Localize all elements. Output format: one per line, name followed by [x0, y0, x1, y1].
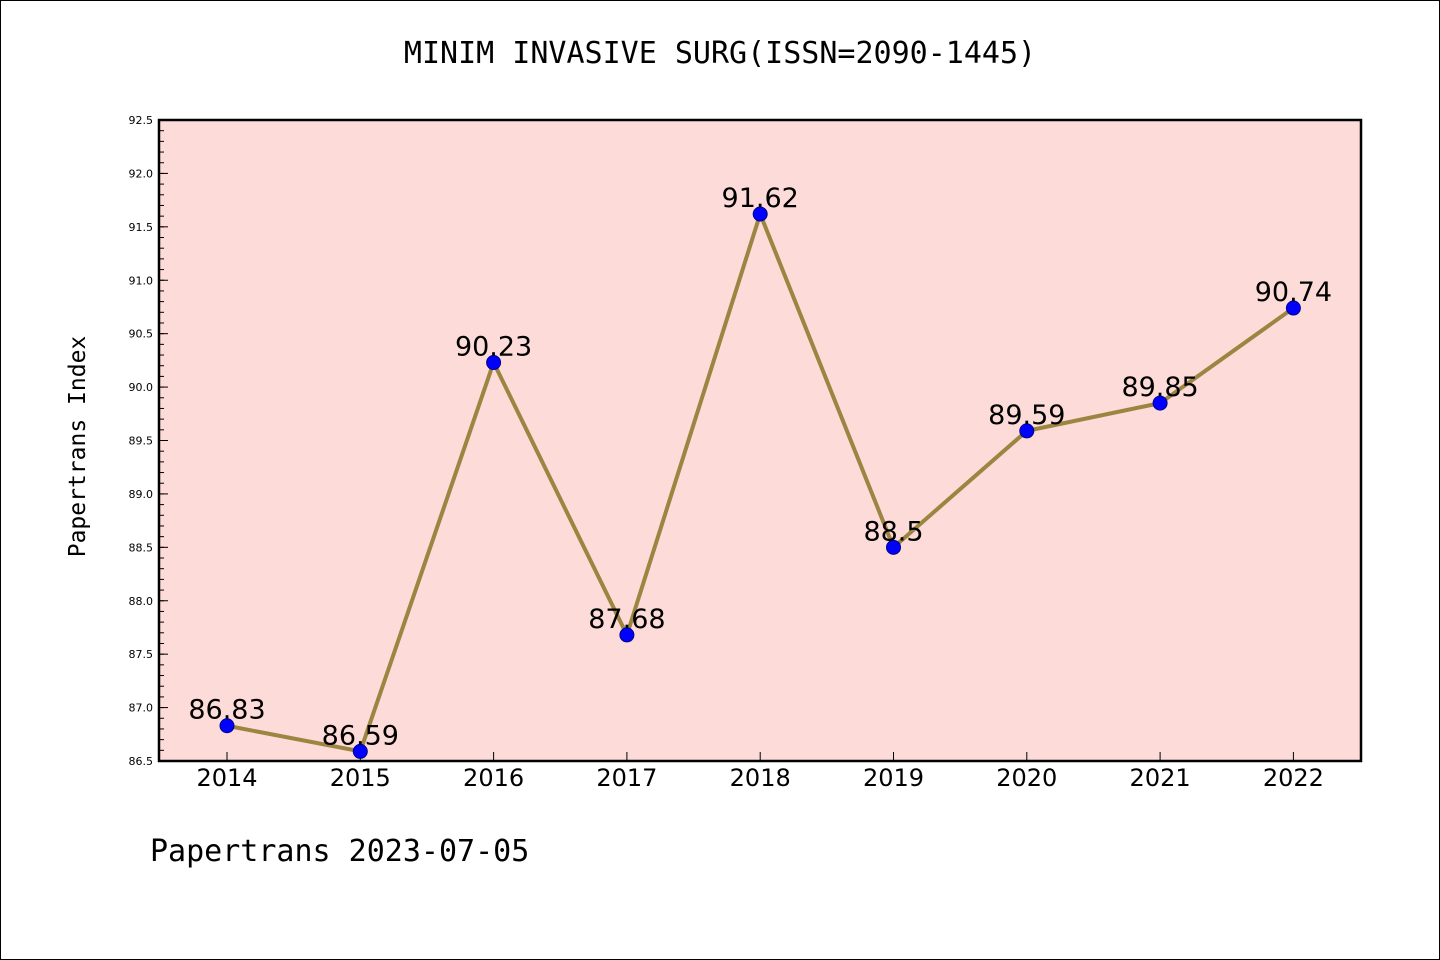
data-point [1285, 300, 1301, 316]
data-point [486, 355, 502, 371]
plot-area [159, 120, 1361, 761]
x-tick-labels: 2014 2015 2016 2017 2018 2019 2020 2021 2022 [196, 764, 1323, 792]
y-tick-label: 89.5 [129, 435, 154, 448]
x-tick-label: 2021 [1130, 764, 1191, 792]
y-major-ticks [159, 119, 168, 762]
x-tick-label: 2015 [330, 764, 391, 792]
y-tick-label: 91.0 [129, 274, 154, 287]
x-tick-label: 2016 [463, 764, 524, 792]
y-tick-label: 86.5 [129, 755, 154, 768]
data-point [1019, 423, 1035, 439]
y-tick-label: 91.5 [129, 221, 154, 234]
y-tick-label: 92.5 [129, 114, 154, 127]
y-tick-label: 92.0 [129, 167, 154, 180]
y-tick-label: 87.5 [129, 648, 154, 661]
y-tick-label: 90.0 [129, 381, 154, 394]
y-tick-label: 90.5 [129, 328, 154, 341]
y-tick-label: 89.0 [129, 488, 154, 501]
x-tick-label: 2018 [730, 764, 791, 792]
footer-watermark: Papertrans 2023-07-05 [150, 834, 530, 869]
y-axis-label: Papertrans Index [65, 336, 91, 558]
chart-title: MINIM INVASIVE SURG(ISSN=2090-1445) [403, 36, 1037, 71]
data-point [619, 627, 635, 643]
data-markers [219, 206, 1301, 759]
data-label: 86.59 [322, 720, 399, 751]
data-label: 89.59 [988, 400, 1065, 431]
data-label: 90.74 [1255, 277, 1332, 308]
data-label: 91.62 [722, 183, 799, 214]
data-label: 89.85 [1121, 372, 1198, 403]
plot-border [157, 118, 1363, 763]
x-tick-label: 2017 [596, 764, 657, 792]
x-tick-label: 2022 [1263, 764, 1324, 792]
x-tick-label: 2019 [863, 764, 924, 792]
y-tick-labels: 86.5 87.0 87.5 88.0 88.5 89.0 89.5 90.0 90.5 91.0… [129, 114, 154, 768]
data-label: 88.5 [863, 516, 923, 547]
data-labels: 86.83 86.59 90.23 87.68 91.62 88.5 89.59 89.85 9… [188, 183, 1332, 751]
y-tick-label: 88.5 [129, 541, 154, 554]
data-point [352, 743, 368, 759]
x-tick-label: 2020 [996, 764, 1057, 792]
data-label: 86.83 [188, 695, 265, 726]
data-point [1152, 395, 1168, 411]
x-tick-label: 2014 [196, 764, 257, 792]
data-point [752, 206, 768, 222]
data-point [886, 539, 901, 555]
data-point [219, 718, 235, 734]
y-tick-label: 87.0 [129, 702, 154, 715]
data-label: 87.68 [588, 604, 665, 635]
data-label: 90.23 [455, 332, 532, 363]
y-tick-label: 88.0 [129, 595, 154, 608]
